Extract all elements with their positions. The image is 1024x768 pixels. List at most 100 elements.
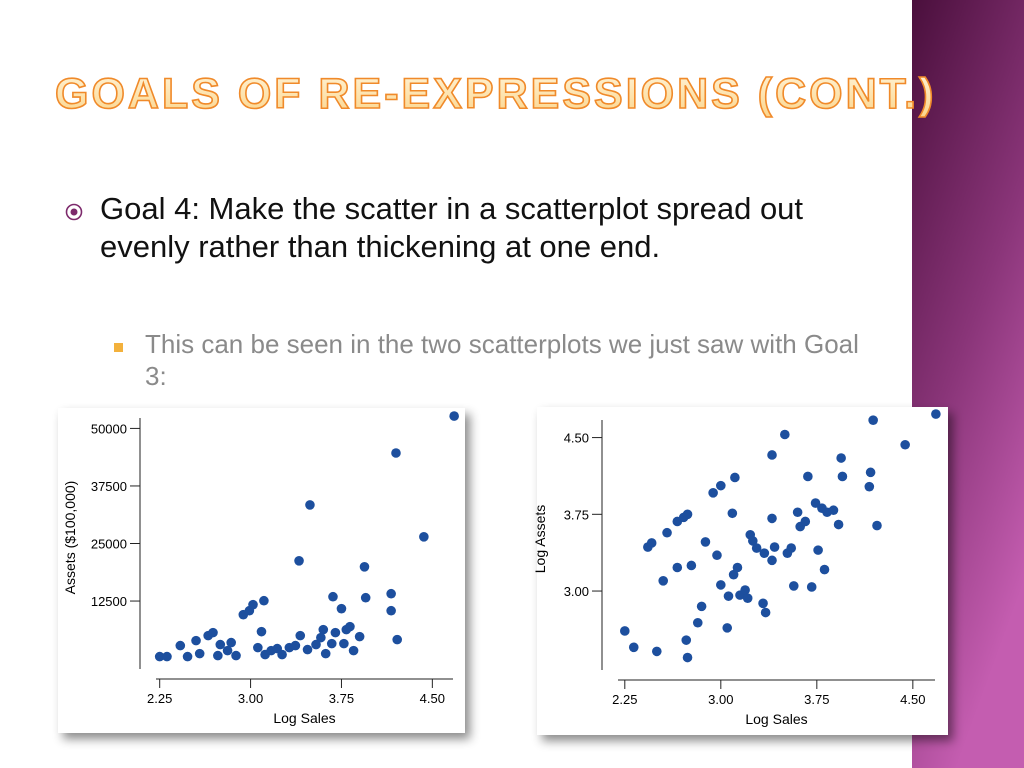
- data-point: [154, 651, 165, 662]
- y-tick-label: 3.75: [564, 507, 589, 522]
- data-point: [828, 505, 839, 516]
- data-point: [900, 439, 910, 450]
- y-axis-label: Assets ($100,000): [62, 481, 78, 595]
- data-point: [182, 651, 193, 662]
- data-point: [696, 601, 707, 612]
- data-point: [767, 555, 777, 566]
- data-point: [767, 513, 777, 524]
- sub-bullet-text: This can be seen in the two scatterplots…: [145, 329, 859, 391]
- data-point: [652, 646, 662, 657]
- data-point: [730, 472, 740, 483]
- data-point: [348, 645, 359, 656]
- data-point: [208, 627, 218, 638]
- data-point: [295, 630, 306, 641]
- data-point: [328, 591, 338, 602]
- data-point: [662, 527, 672, 538]
- data-point: [194, 648, 205, 659]
- data-point: [294, 556, 304, 566]
- figure-frame: [537, 407, 948, 735]
- x-tick-label: 3.75: [329, 691, 354, 706]
- x-tick-label: 4.50: [420, 691, 445, 706]
- y-tick-label: 12500: [91, 594, 127, 609]
- data-point: [692, 617, 703, 628]
- data-point: [628, 642, 639, 653]
- data-point: [162, 651, 172, 662]
- data-point: [716, 480, 726, 491]
- data-point: [305, 500, 315, 510]
- y-tick-label: 50000: [91, 421, 127, 436]
- data-point: [732, 562, 743, 573]
- data-point: [868, 415, 878, 425]
- x-tick-label: 2.25: [147, 691, 172, 706]
- data-point: [786, 543, 797, 553]
- data-point: [727, 508, 738, 519]
- x-tick-label: 3.75: [804, 692, 829, 707]
- data-point: [213, 650, 223, 661]
- data-point: [392, 634, 403, 645]
- data-point: [833, 519, 844, 530]
- data-point: [813, 545, 823, 555]
- y-axis-label: Log Assets: [532, 505, 548, 574]
- data-point: [191, 635, 201, 646]
- data-point: [682, 652, 693, 663]
- data-point: [386, 588, 396, 599]
- x-tick-label: 2.25: [612, 692, 637, 707]
- data-point: [810, 498, 821, 508]
- data-point: [819, 564, 830, 575]
- data-point: [728, 569, 739, 580]
- figure-frame: [58, 408, 465, 733]
- data-point: [865, 467, 876, 478]
- data-point: [767, 450, 777, 460]
- data-point: [290, 640, 301, 651]
- x-axis-label: Log Sales: [745, 711, 807, 727]
- data-point: [311, 639, 321, 650]
- data-point: [419, 532, 429, 542]
- data-point: [646, 538, 657, 548]
- data-point: [836, 453, 846, 463]
- y-tick-label: 25000: [91, 537, 127, 552]
- data-point: [320, 648, 331, 659]
- data-point: [226, 637, 236, 648]
- data-point: [302, 644, 313, 655]
- data-point: [253, 642, 263, 653]
- data-point: [256, 626, 267, 637]
- data-point: [748, 536, 758, 546]
- data-point: [391, 448, 401, 458]
- data-point: [722, 623, 733, 633]
- data-point: [620, 626, 630, 636]
- y-tick-label: 37500: [91, 479, 127, 494]
- data-point: [769, 542, 780, 552]
- data-point: [259, 595, 269, 606]
- data-point: [222, 645, 233, 656]
- data-point: [386, 605, 396, 616]
- data-point: [740, 585, 750, 595]
- data-point: [760, 607, 771, 618]
- data-point: [742, 593, 753, 603]
- data-point: [792, 507, 803, 518]
- data-point: [277, 649, 287, 660]
- data-point: [751, 543, 762, 553]
- data-point: [758, 598, 768, 609]
- data-point: [359, 561, 370, 572]
- data-point: [723, 591, 734, 601]
- data-point: [759, 548, 770, 558]
- data-point: [318, 624, 329, 635]
- data-point: [658, 576, 669, 586]
- x-axis-label: Log Sales: [273, 710, 335, 726]
- data-point: [837, 471, 848, 482]
- data-point: [449, 411, 459, 421]
- data-point: [872, 520, 882, 531]
- slide-title: GOALS OF RE-EXPRESSIONS (CONT.): [55, 70, 936, 118]
- x-tick-label: 3.00: [238, 691, 263, 706]
- data-point: [864, 481, 875, 492]
- bullet-icon: [70, 208, 78, 216]
- data-point: [708, 488, 718, 498]
- x-tick-label: 4.50: [900, 692, 925, 707]
- data-point: [316, 632, 326, 643]
- data-point: [788, 581, 799, 591]
- data-point: [700, 537, 711, 547]
- y-tick-label: 3.00: [564, 584, 589, 599]
- data-point: [931, 409, 941, 419]
- data-point: [345, 621, 355, 632]
